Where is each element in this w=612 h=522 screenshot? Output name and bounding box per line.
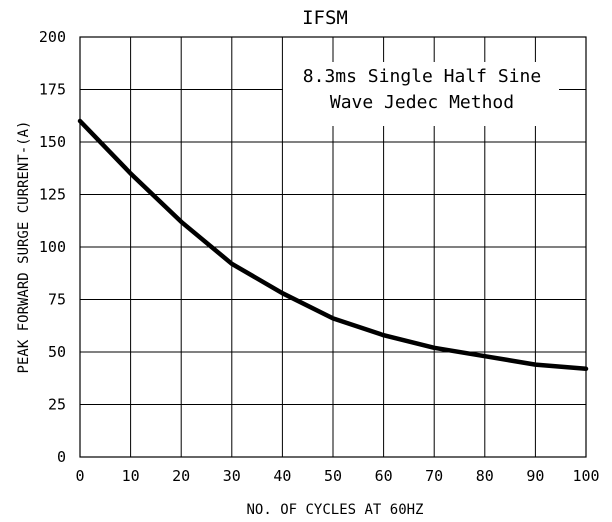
y-tick-label: 200 [39, 28, 66, 46]
x-tick-label: 100 [572, 467, 599, 485]
x-tick-label: 60 [375, 467, 393, 485]
plot-frame [79, 36, 587, 458]
y-tick-label: 175 [39, 81, 66, 99]
annotation-line-1: 8.3ms Single Half Sine [303, 66, 541, 87]
y-tick-label: 150 [39, 133, 66, 151]
x-tick-label: 40 [273, 467, 291, 485]
data-points [79, 120, 587, 369]
x-axis-label: NO. OF CYCLES AT 60HZ [246, 502, 423, 518]
y-tick-labels: 0 25 50 75 100 125 150 175 200 [39, 28, 66, 466]
x-tick-label: 50 [324, 467, 342, 485]
x-tick-label: 80 [476, 467, 494, 485]
y-tick-label: 100 [39, 238, 66, 256]
x-tick-label: 0 [75, 467, 84, 485]
chart-title: IFSM [302, 7, 348, 29]
x-tick-label: 10 [122, 467, 140, 485]
x-tick-label: 70 [425, 467, 443, 485]
annotation-line-2: Wave Jedec Method [330, 92, 514, 113]
y-tick-label: 0 [57, 448, 66, 466]
y-tick-label: 50 [48, 343, 66, 361]
y-tick-label: 25 [48, 396, 66, 414]
x-tick-labels: 0 10 20 30 40 50 60 70 80 90 100 [75, 467, 599, 485]
annotation-box [283, 62, 559, 126]
y-axis-label: PEAK FORWARD SURGE CURRENT-(A) [16, 121, 32, 374]
y-tick-label: 125 [39, 186, 66, 204]
x-tick-label: 30 [223, 467, 241, 485]
x-tick-label: 20 [172, 467, 190, 485]
x-tick-label: 90 [526, 467, 544, 485]
y-tick-label: 75 [48, 291, 66, 309]
